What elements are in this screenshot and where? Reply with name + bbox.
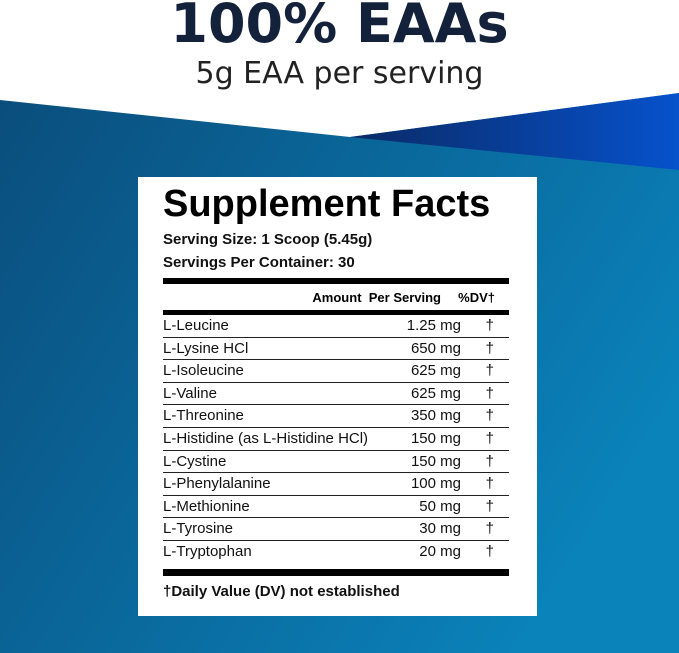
ingredient-amount: 350 mg	[410, 407, 461, 425]
headline-subtitle: 5g EAA per serving	[195, 56, 484, 91]
ingredient-amount: 625 mg	[410, 384, 461, 402]
ingredient-dv: †	[485, 362, 494, 380]
ingredient-amount: 650 mg	[410, 339, 461, 357]
table-row: L-Lysine HCl 650 mg †	[163, 338, 509, 361]
ingredient-amount: 1.25 mg	[406, 317, 461, 334]
facts-title: Supplement Facts	[163, 183, 491, 225]
ingredient-dv: †	[485, 317, 494, 334]
ingredient-dv: †	[485, 452, 494, 470]
ingredient-amount: 150 mg	[410, 452, 461, 470]
headline-title: 100% EAAs	[170, 0, 509, 55]
ingredient-dv: †	[485, 475, 494, 493]
ingredient-dv: †	[485, 384, 494, 402]
ingredient-dv: †	[485, 542, 494, 560]
divider-thick	[163, 569, 509, 576]
servings-per-container: Servings Per Container: 30	[163, 254, 355, 271]
header-amount: Amount Per Serving	[312, 290, 441, 305]
serving-size: Serving Size: 1 Scoop (5.45g)	[163, 231, 373, 248]
ingredient-dv: †	[485, 339, 494, 357]
table-header: Amount Per Serving %DV†	[163, 290, 509, 308]
ingredient-amount: 100 mg	[410, 475, 461, 493]
footnote: †Daily Value (DV) not established	[163, 583, 400, 600]
ingredient-amount: 30 mg	[419, 520, 461, 538]
table-row: L-Methionine 50 mg †	[163, 496, 509, 519]
table-row: L-Histidine (as L-Histidine HCl) 150 mg †	[163, 428, 509, 451]
ingredient-amount: 625 mg	[410, 362, 461, 380]
table-row: L-Isoleucine 625 mg †	[163, 360, 509, 383]
ingredient-name: L-Phenylalanine	[163, 475, 271, 493]
ingredient-amount: 50 mg	[419, 497, 461, 515]
header-dv: %DV†	[458, 290, 495, 305]
ingredient-dv: †	[485, 429, 494, 447]
ingredient-name: L-Threonine	[163, 407, 244, 425]
ingredient-name: L-Lysine HCl	[163, 339, 249, 357]
ingredient-amount: 20 mg	[419, 542, 461, 560]
ingredient-name: L-Valine	[163, 384, 217, 402]
ingredient-amount: 150 mg	[410, 429, 461, 447]
table-row: L-Tyrosine 30 mg †	[163, 518, 509, 541]
table-row: L-Valine 625 mg †	[163, 383, 509, 406]
divider-thick	[163, 310, 509, 315]
ingredient-name: L-Methionine	[163, 497, 250, 515]
supplement-facts-panel: Supplement Facts Serving Size: 1 Scoop (…	[138, 177, 537, 616]
ingredient-name: L-Tryptophan	[163, 542, 252, 560]
table-row: L-Phenylalanine 100 mg †	[163, 473, 509, 496]
ingredient-name: L-Isoleucine	[163, 362, 244, 380]
facts-table: L-Leucine 1.25 mg † L-Lysine HCl 650 mg † L-Is…	[163, 315, 509, 564]
table-row: L-Tryptophan 20 mg †	[163, 541, 509, 564]
ingredient-name: L-Cystine	[163, 452, 227, 470]
ingredient-name: L-Leucine	[163, 317, 229, 334]
table-row: L-Threonine 350 mg †	[163, 405, 509, 428]
divider-thick	[163, 278, 509, 284]
table-row: L-Leucine 1.25 mg †	[163, 315, 509, 338]
ingredient-dv: †	[485, 497, 494, 515]
ingredient-dv: †	[485, 520, 494, 538]
ingredient-dv: †	[485, 407, 494, 425]
ingredient-name: L-Tyrosine	[163, 520, 234, 538]
table-row: L-Cystine 150 mg †	[163, 451, 509, 474]
ingredient-name: L-Histidine (as L-Histidine HCl)	[163, 429, 369, 447]
